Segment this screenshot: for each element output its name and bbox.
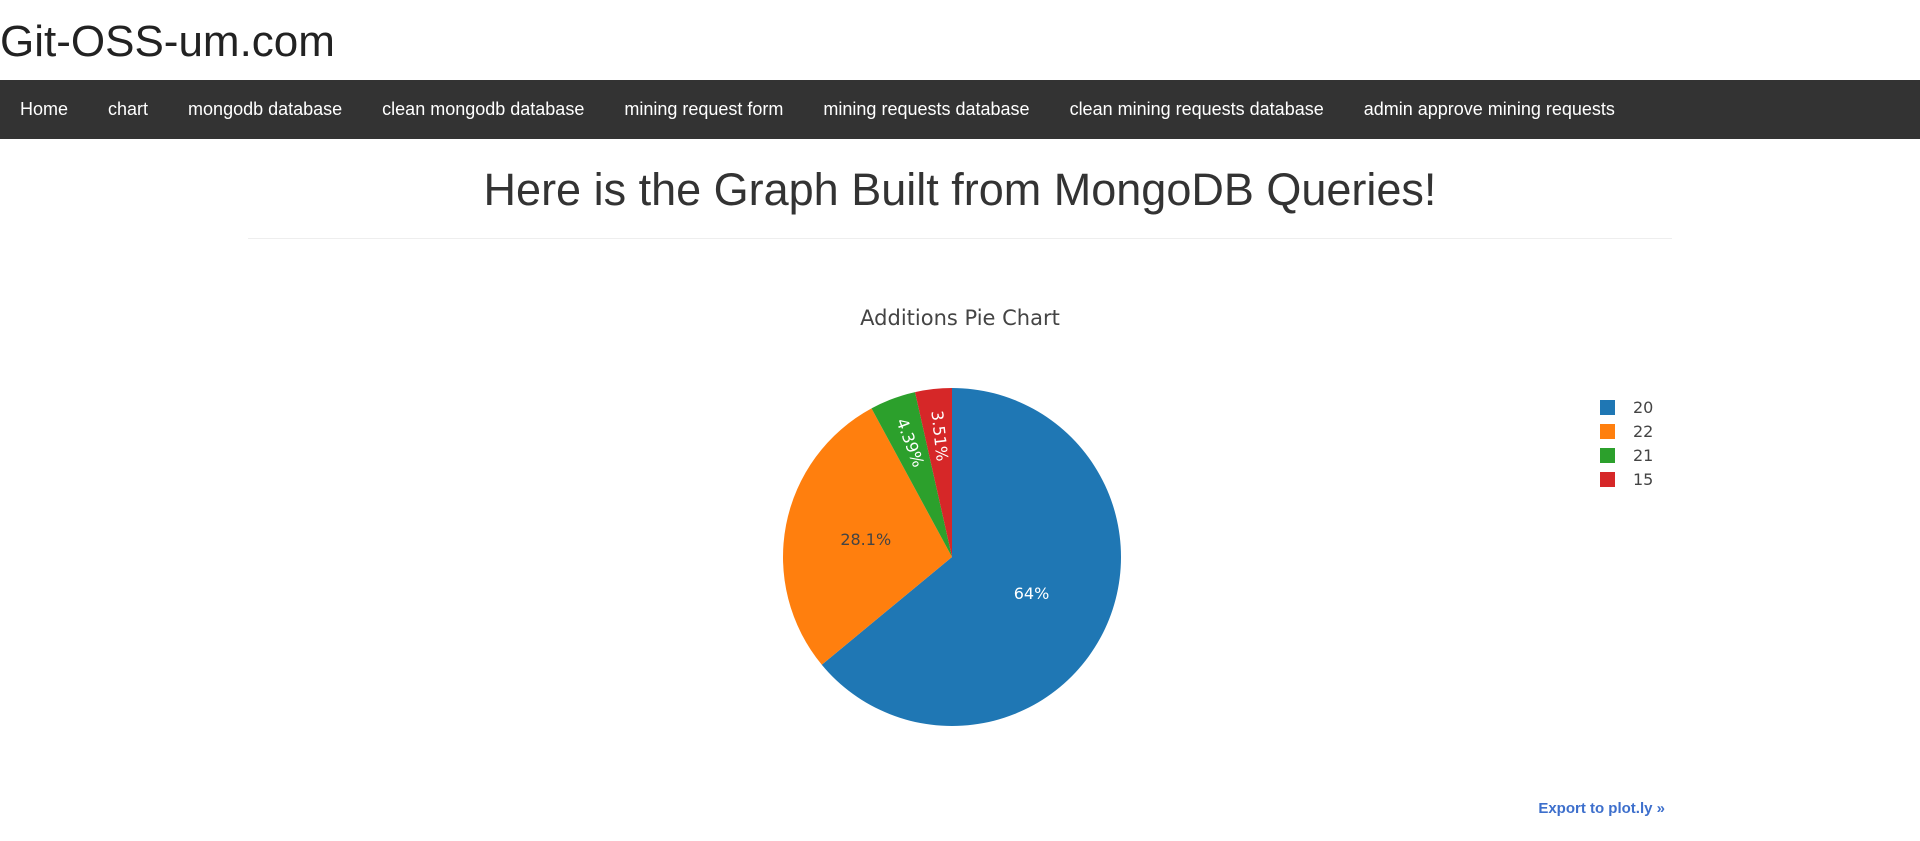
pie-slice-20[interactable] xyxy=(821,388,1121,726)
nav-item-clean-mining-requests-database[interactable]: clean mining requests database xyxy=(1069,99,1324,119)
nav-item-chart[interactable]: chart xyxy=(108,99,149,119)
site-title[interactable]: Git-OSS-um.com xyxy=(0,17,335,66)
chart-legend: 20 22 21 15 xyxy=(1600,398,1653,489)
page-heading: Here is the Graph Built from MongoDB Que… xyxy=(483,164,1437,215)
nav-item-mining-request-form[interactable]: mining request form xyxy=(624,99,784,119)
legend-swatch-22[interactable] xyxy=(1600,424,1615,439)
pie-slice-label-20: 64% xyxy=(1014,584,1050,603)
legend-label-21[interactable]: 21 xyxy=(1633,446,1653,465)
legend-swatch-15[interactable] xyxy=(1600,472,1615,487)
legend-label-20[interactable]: 20 xyxy=(1633,398,1653,417)
pie-labels: 64%28.1%4.39% 3.51% xyxy=(840,410,1049,603)
heading-divider xyxy=(248,238,1672,239)
nav-item-clean-mongodb-database[interactable]: clean mongodb database xyxy=(382,99,585,119)
pie-slice-21[interactable] xyxy=(871,392,952,557)
nav-item-admin-approve-mining-requests[interactable]: admin approve mining requests xyxy=(1363,99,1615,119)
chart-title: Additions Pie Chart xyxy=(860,306,1060,330)
pie-slice-label-22: 28.1% xyxy=(840,530,891,549)
pie-slices xyxy=(783,388,1121,726)
legend-swatch-20[interactable] xyxy=(1600,400,1615,415)
legend-swatch-21[interactable] xyxy=(1600,448,1615,463)
legend-label-15[interactable]: 15 xyxy=(1633,470,1653,489)
pie-slice-22[interactable] xyxy=(783,408,952,665)
nav-item-mining-requests-database[interactable]: mining requests database xyxy=(823,99,1030,119)
nav-item-home[interactable]: Home xyxy=(20,99,69,119)
export-to-plotly-link[interactable]: Export to plot.ly » xyxy=(1538,800,1665,817)
main-navbar: Home chart mongodb database clean mongod… xyxy=(0,80,1920,139)
nav-item-mongodb-database[interactable]: mongodb database xyxy=(188,99,343,119)
legend-label-22[interactable]: 22 xyxy=(1633,422,1653,441)
pie-slice-15[interactable] xyxy=(915,388,952,557)
